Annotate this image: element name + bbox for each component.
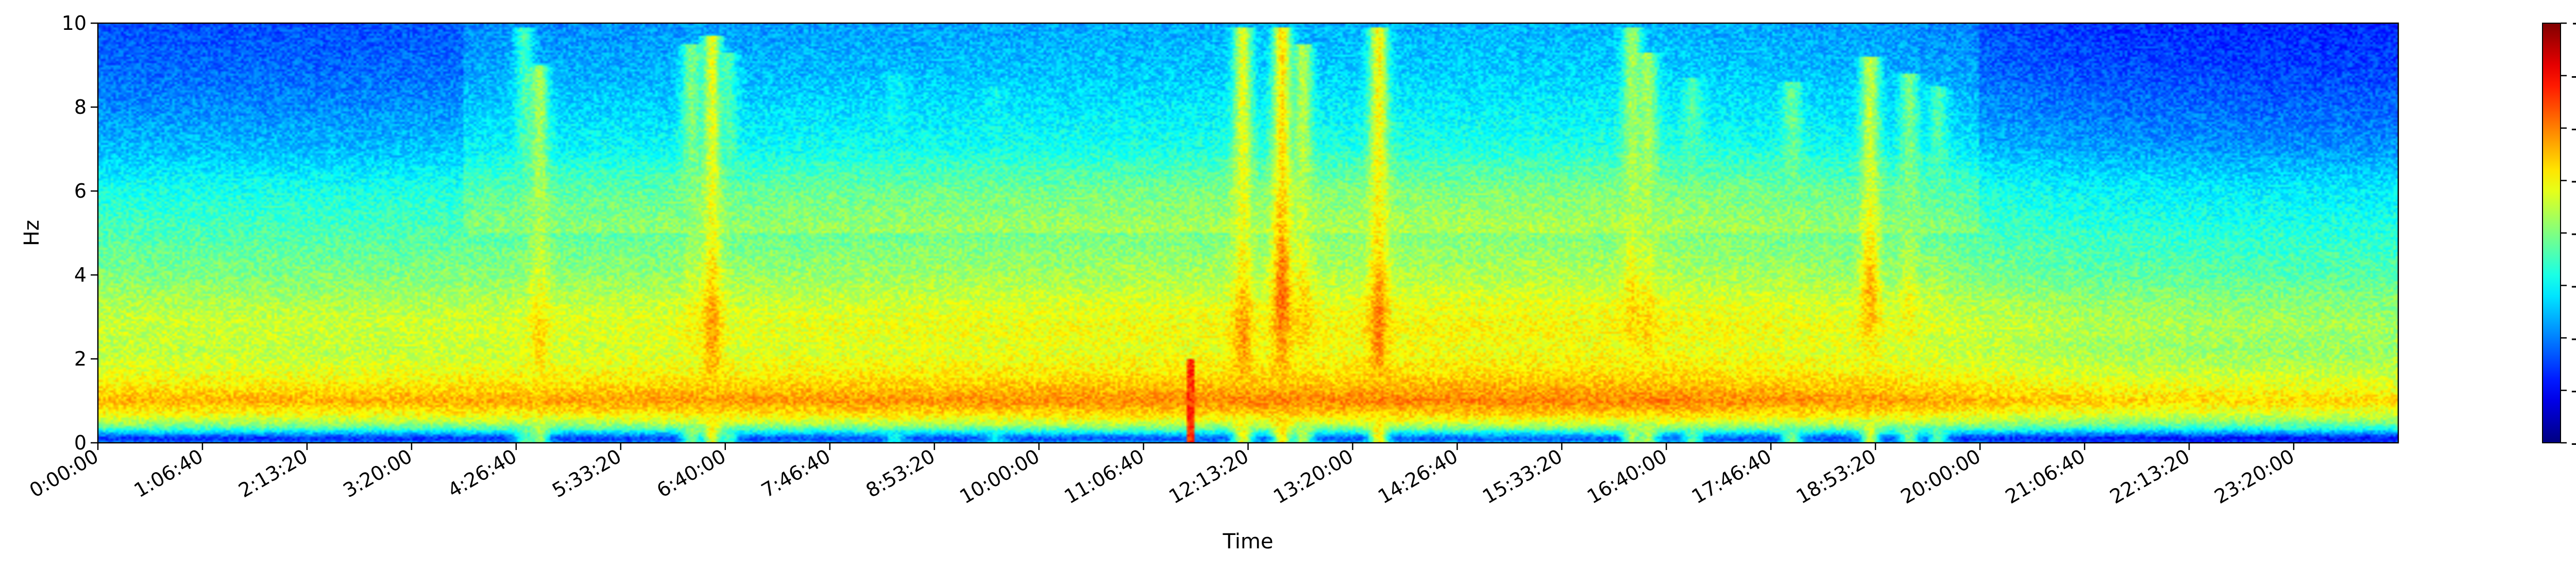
x-axis: 0:00:00 1:06:40 2:13:20 3:20:00 4:26:40 5:33:… bbox=[26, 443, 2298, 508]
x-tick-label: 11:06:40 bbox=[1060, 445, 1148, 508]
x-tick-label: 7:46:40 bbox=[757, 445, 834, 502]
y-tick-label: 8 bbox=[74, 96, 87, 118]
spectrogram-image bbox=[98, 23, 2398, 443]
x-tick-label: 12:13:20 bbox=[1165, 445, 1252, 508]
x-tick-label: 23:20:00 bbox=[2211, 445, 2298, 508]
y-axis-label: Hz bbox=[20, 220, 44, 246]
x-tick-label: 1:06:40 bbox=[130, 445, 207, 502]
x-tick-label: 6:40:00 bbox=[653, 445, 730, 502]
x-axis-label: Time bbox=[1223, 530, 1274, 553]
x-tick-label: 13:20:00 bbox=[1269, 445, 1357, 508]
x-tick-label: 0:00:00 bbox=[26, 445, 103, 502]
colorbar-gradient bbox=[2542, 23, 2561, 443]
x-tick-label: 14:26:40 bbox=[1374, 445, 1462, 508]
y-axis: 0 2 4 6 8 10 bbox=[62, 12, 98, 454]
x-tick-label: 10:00:00 bbox=[956, 445, 1043, 508]
x-tick-label: 2:13:20 bbox=[235, 445, 312, 502]
colorbar-tick-label: -80 dB bbox=[2571, 431, 2576, 454]
colorbar-tick-label: -40 dB bbox=[2571, 222, 2576, 245]
x-tick-label: 4:26:40 bbox=[444, 445, 520, 502]
colorbar: +0 dB -10 dB -20 dB -30 dB -40 dB -50 dB -60 d… bbox=[2542, 12, 2576, 454]
y-tick-label: 6 bbox=[74, 180, 87, 202]
x-tick-label: 22:13:20 bbox=[2106, 445, 2194, 508]
colorbar-tick-label: -30 dB bbox=[2571, 169, 2576, 192]
colorbar-tick-label: -50 dB bbox=[2571, 274, 2576, 297]
y-tick-label: 2 bbox=[74, 348, 87, 370]
x-tick-label: 15:33:20 bbox=[1479, 445, 1566, 508]
colorbar-tick-label: -20 dB bbox=[2571, 117, 2576, 140]
colorbar-tick-label: -10 dB bbox=[2571, 64, 2576, 87]
x-tick-label: 3:20:00 bbox=[339, 445, 416, 502]
x-tick-label: 5:33:20 bbox=[548, 445, 625, 502]
x-tick-label: 17:46:40 bbox=[1688, 445, 1775, 508]
x-tick-label: 21:06:40 bbox=[2002, 445, 2089, 508]
x-tick-label: 8:53:20 bbox=[862, 445, 939, 502]
plot-area bbox=[97, 22, 2399, 444]
colorbar-tick-label: +0 dB bbox=[2571, 12, 2576, 34]
colorbar-tick-label: -60 dB bbox=[2571, 326, 2576, 349]
x-tick-label: 20:00:00 bbox=[1897, 445, 1985, 508]
y-tick-label: 4 bbox=[74, 264, 87, 286]
y-tick-label: 0 bbox=[74, 431, 87, 454]
y-tick-label: 10 bbox=[62, 12, 87, 34]
x-tick-label: 18:53:20 bbox=[1792, 445, 1880, 508]
colorbar-tick-label: -70 dB bbox=[2571, 379, 2576, 402]
x-tick-label: 16:40:00 bbox=[1583, 445, 1671, 508]
